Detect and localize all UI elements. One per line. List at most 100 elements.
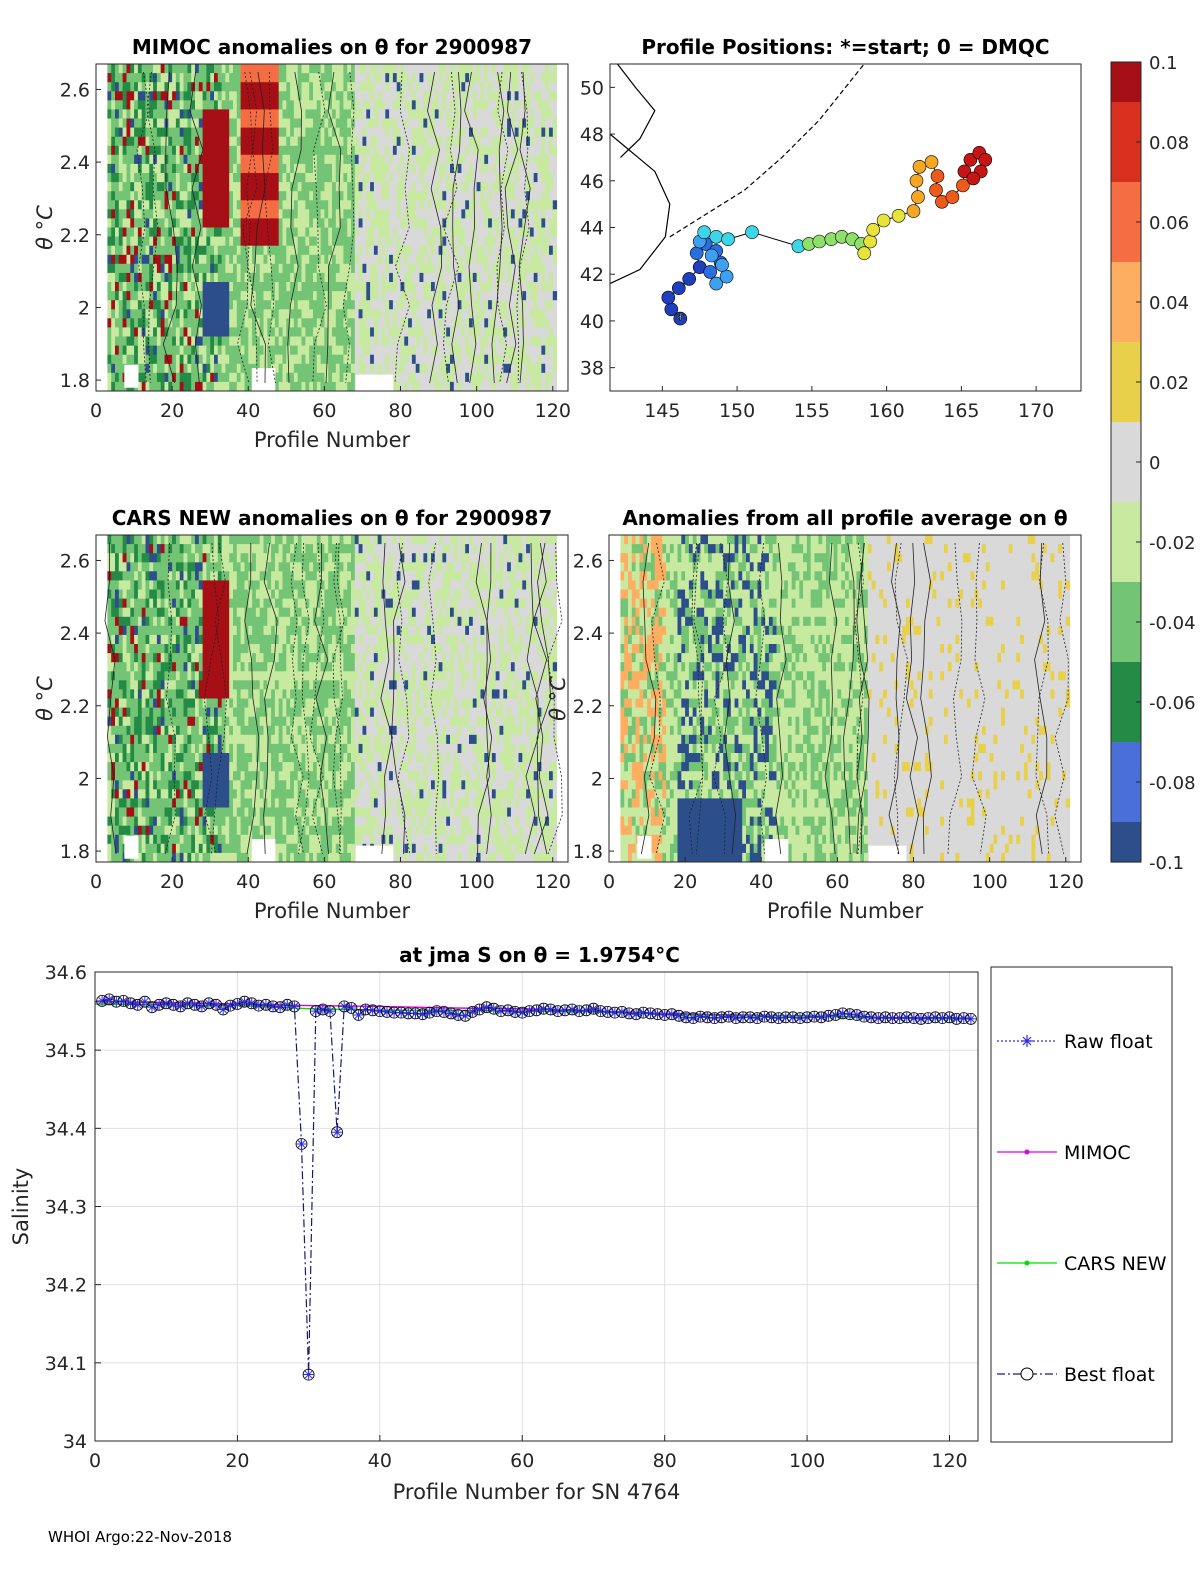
anomaly-cell [259, 182, 264, 192]
anomaly-cell [225, 154, 230, 165]
anomaly-cell [472, 282, 478, 292]
anomaly-cell [507, 218, 512, 228]
anomaly-cell [316, 163, 322, 174]
anomaly-cell [172, 127, 177, 138]
anomaly-cell [408, 182, 413, 192]
anomaly-cell [130, 689, 135, 699]
anomaly-cell [549, 372, 554, 383]
anomaly-cell [118, 309, 124, 319]
anomaly-cell [351, 263, 356, 274]
anomaly-cell [396, 191, 401, 201]
anomaly-cell [297, 154, 302, 165]
anomaly-cell [362, 282, 367, 292]
anomaly-cell [541, 327, 546, 337]
anomaly-cell [507, 236, 512, 247]
anomaly-cell [141, 91, 146, 101]
anomaly-cell [259, 318, 264, 328]
anomaly-cell [549, 127, 554, 138]
anomaly-cell [324, 73, 329, 83]
anomaly-cell [225, 118, 230, 129]
profile-position [703, 265, 718, 279]
anomaly-cell [537, 336, 542, 347]
anomaly-cell [122, 553, 127, 563]
anomaly-cell [541, 236, 546, 247]
anomaly-cell [354, 82, 360, 92]
anomaly-cell [370, 91, 375, 101]
anomaly-cell [263, 100, 268, 110]
profile-position [709, 230, 724, 244]
anomaly-cell [510, 245, 516, 256]
anomaly-cell [141, 598, 146, 609]
anomaly-cell [164, 163, 169, 174]
anomaly-cell [191, 173, 196, 183]
anomaly-cell [446, 345, 451, 356]
anomaly-cell [469, 327, 474, 337]
anomaly-cell [400, 291, 405, 301]
anomaly-cell [549, 163, 554, 174]
anomaly-cell [293, 182, 299, 192]
anomaly-cell [233, 191, 238, 201]
anomaly-cell [156, 327, 162, 337]
anomaly-cell [442, 154, 447, 165]
anomaly-cell [392, 191, 398, 201]
anomaly-cell [335, 272, 341, 283]
anomaly-cell [351, 218, 356, 228]
anomaly-cell [411, 91, 417, 101]
anomaly-cell [400, 227, 405, 238]
anomaly-cell [134, 254, 139, 265]
anomaly-cell [134, 300, 139, 310]
anomaly-cell [491, 127, 497, 138]
anomaly-cell [396, 118, 401, 129]
anomaly-cell [328, 363, 333, 374]
anomaly-cell [320, 236, 325, 247]
anomaly-cell [126, 309, 131, 319]
anomaly-cell [168, 616, 173, 627]
anomaly-cell [255, 254, 261, 265]
anomaly-cell [118, 653, 124, 663]
anomaly-cell [537, 363, 542, 374]
anomaly-cell [187, 64, 192, 74]
anomaly-cell [301, 282, 306, 292]
anomaly-cell [141, 381, 146, 391]
anomaly-cell [149, 825, 154, 836]
anomaly-cell [183, 336, 188, 347]
anomaly-cell [469, 363, 474, 374]
anomaly-cell [499, 300, 504, 310]
anomaly-cell [274, 82, 280, 92]
anomaly-cell [347, 154, 352, 165]
anomaly-cell [134, 173, 139, 183]
anomaly-cell [529, 254, 535, 265]
anomaly-cell [175, 227, 181, 238]
anomaly-cell [221, 245, 226, 256]
anomaly-cell [484, 291, 489, 301]
anomaly-cell [309, 109, 314, 119]
anomaly-cell [293, 372, 299, 383]
anomaly-cell [126, 182, 131, 192]
anomaly-cell [130, 309, 135, 319]
anomaly-cell [438, 127, 443, 138]
anomaly-cell [122, 562, 127, 572]
anomaly-cell [450, 291, 455, 301]
anomaly-cell [484, 127, 489, 138]
anomaly-cell [153, 73, 158, 83]
anomaly-cell [168, 571, 173, 581]
anomaly-cell [229, 354, 234, 365]
anomaly-cell [335, 182, 341, 192]
anomaly-cell [111, 544, 116, 554]
anomaly-cell [370, 127, 375, 138]
anomaly-cell [233, 227, 238, 238]
anomaly-cell [541, 191, 546, 201]
anomaly-cell [526, 318, 531, 328]
anomaly-cell [518, 272, 523, 283]
anomaly-cell [229, 91, 234, 101]
anomaly-cell [362, 200, 367, 210]
anomaly-cell [381, 100, 386, 110]
anomaly-cell [316, 91, 322, 101]
anomaly-cell [156, 127, 162, 138]
anomaly-cell [377, 118, 382, 129]
anomaly-cell [107, 580, 112, 590]
anomaly-cell [210, 309, 215, 319]
anomaly-cell [301, 173, 306, 183]
anomaly-cell [225, 318, 230, 328]
